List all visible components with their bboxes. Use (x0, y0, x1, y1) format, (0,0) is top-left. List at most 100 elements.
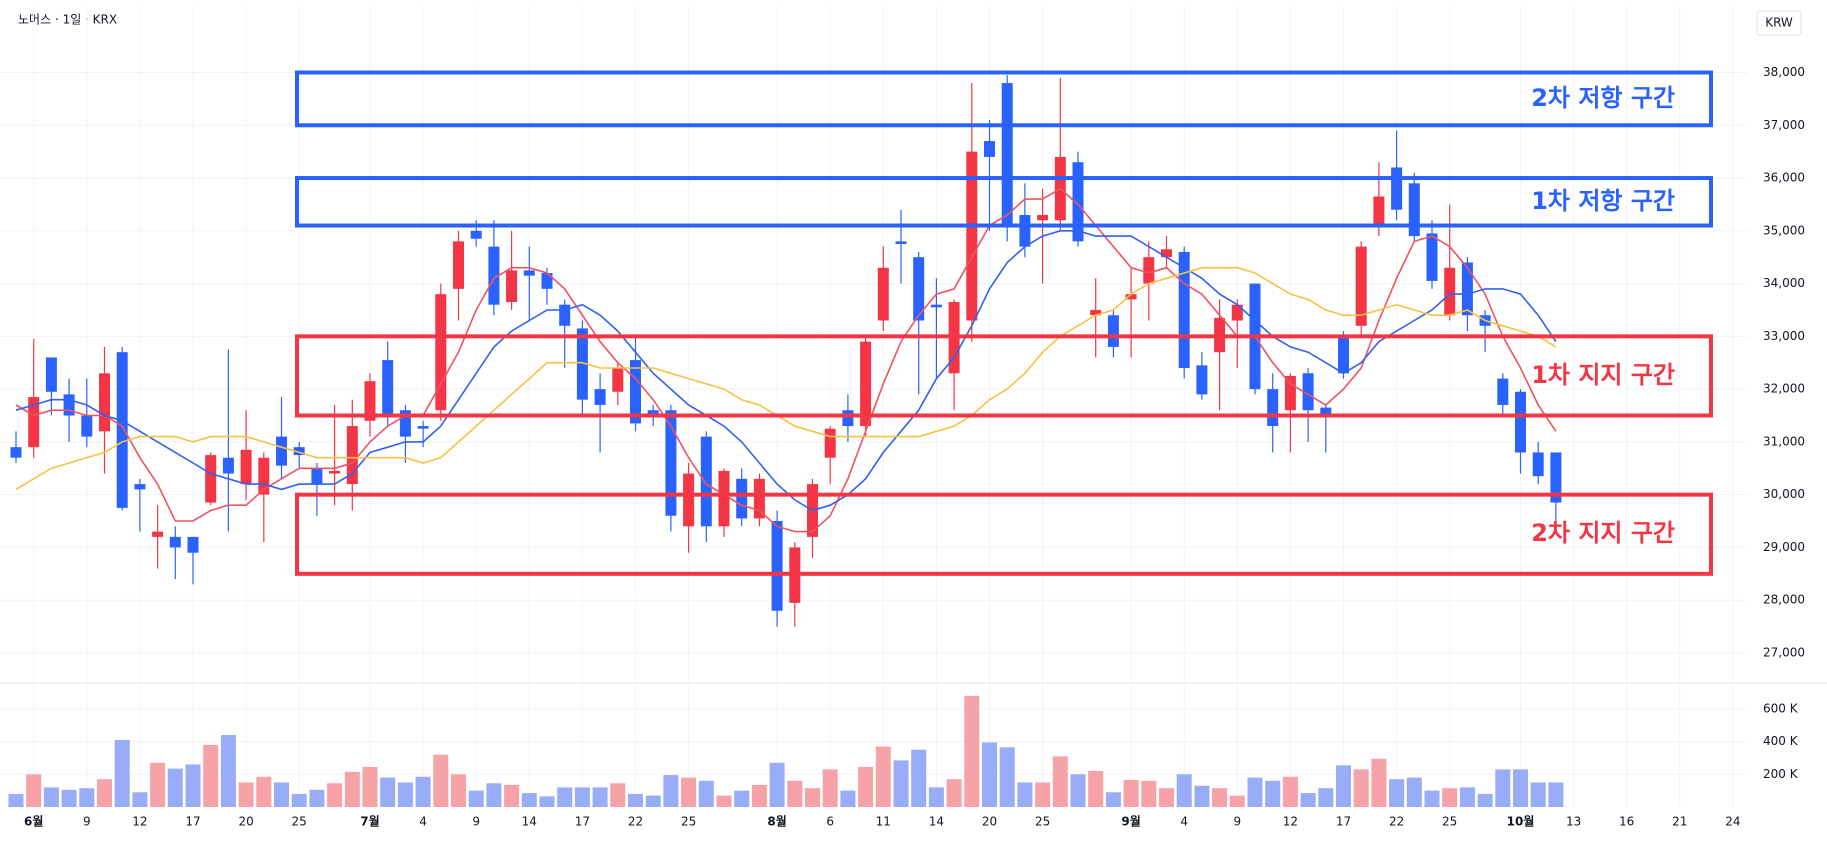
volume-bar (1442, 788, 1458, 807)
candle-body (736, 478, 748, 519)
volume-bar (26, 774, 42, 807)
volume-bar (628, 793, 643, 807)
candle-body (1267, 389, 1279, 427)
volume-bar (256, 776, 272, 807)
candle-body (683, 473, 695, 527)
volume-tick-label: 600 K (1763, 701, 1799, 715)
candle-body (116, 352, 128, 508)
volume-bar (309, 789, 325, 807)
volume-bar (592, 787, 608, 807)
y-tick-label: 36,000 (1763, 171, 1805, 185)
volume-bar (893, 760, 909, 807)
volume-bar (1530, 782, 1546, 807)
volume-bar (1035, 782, 1051, 807)
candle-body (1001, 83, 1013, 226)
volume-bar (1548, 782, 1564, 807)
candle-body (753, 478, 765, 519)
volume-tick-label: 200 K (1763, 767, 1799, 781)
y-tick-label: 31,000 (1763, 434, 1805, 448)
volume-bar (468, 790, 484, 807)
candle-body (1320, 407, 1332, 416)
chart-header: 노머스 · 1일 · KRX (18, 13, 117, 27)
volume-bar (291, 793, 307, 807)
volume-bar (645, 795, 661, 807)
zone-label: 2차 저항 구간 (1531, 84, 1675, 112)
zone-box (295, 70, 1713, 128)
candle-body (842, 410, 854, 427)
volume-bar (557, 787, 573, 807)
x-tick-label: 12 (132, 815, 147, 829)
volume-bar (1318, 788, 1334, 807)
candle-body (346, 426, 358, 485)
x-tick-label: 6 (826, 815, 834, 829)
zone-label: 2차 지지 구간 (1531, 519, 1675, 547)
currency-box[interactable] (1756, 10, 1802, 36)
candle-body (523, 270, 535, 276)
candle-body (81, 415, 93, 437)
candle-body (1107, 315, 1119, 347)
volume-bar (415, 776, 431, 807)
volume-bar (1052, 756, 1068, 807)
x-tick-label: 6월 (24, 814, 43, 829)
volume-bar (1513, 769, 1528, 807)
candle-body (1302, 373, 1314, 411)
volume-bar (1070, 774, 1086, 807)
volume-bar (716, 795, 732, 807)
volume-bar (999, 747, 1015, 807)
y-tick-label: 27,000 (1763, 645, 1805, 659)
volume-bar (344, 771, 360, 807)
candle-body (612, 368, 624, 392)
volume-bar (1477, 793, 1493, 807)
zone-box (295, 334, 1713, 418)
volume-bar (132, 792, 148, 807)
volume-bar (681, 777, 697, 807)
volume-bar (734, 790, 750, 807)
candle-body (399, 410, 411, 437)
currency-label[interactable]: KRW (1765, 16, 1793, 30)
volume-bar (1105, 792, 1121, 807)
volume-bar (539, 796, 555, 807)
y-tick-label: 37,000 (1763, 118, 1805, 132)
candle-body (1143, 257, 1155, 284)
candle-body (1355, 246, 1367, 326)
candle-body (700, 436, 712, 527)
volume-bar (964, 695, 980, 807)
x-tick-label: 22 (1389, 815, 1404, 829)
candle-body (771, 521, 783, 611)
volume-bar (928, 787, 944, 807)
moving-average-line (15, 230, 1557, 512)
volume-bar (451, 774, 466, 807)
volume-bar (1424, 790, 1440, 807)
x-tick-label: 9 (1233, 815, 1241, 829)
volume-bar (1229, 795, 1245, 807)
volume-bar (185, 764, 201, 807)
x-tick-label: 25 (681, 815, 696, 829)
x-tick-label: 9 (83, 815, 91, 829)
x-tick-label: 25 (1442, 815, 1457, 829)
candle-body (329, 470, 341, 474)
candle-body (877, 267, 889, 321)
candle-body (1196, 365, 1208, 395)
candle-body (630, 360, 641, 424)
candle-body (311, 468, 323, 485)
candle-body (364, 381, 376, 421)
volume-bar (574, 787, 590, 807)
y-tick-label: 33,000 (1763, 329, 1805, 343)
candle-body (488, 246, 500, 305)
candle-body (152, 531, 164, 537)
candle-body (99, 373, 110, 432)
candle-body (382, 360, 394, 416)
volume-bar (61, 789, 77, 807)
candle-body (895, 241, 907, 244)
moving-average-line (15, 266, 1557, 491)
x-tick-label: 13 (1566, 815, 1581, 829)
volume-bar (769, 762, 785, 807)
candle-body (1284, 375, 1296, 411)
volume-bar (1194, 785, 1210, 807)
candle-body (1461, 262, 1473, 316)
candle-body (63, 394, 75, 416)
moving-average-line (15, 187, 1557, 533)
candle-body (28, 397, 40, 448)
x-tick-label: 4 (419, 815, 427, 829)
